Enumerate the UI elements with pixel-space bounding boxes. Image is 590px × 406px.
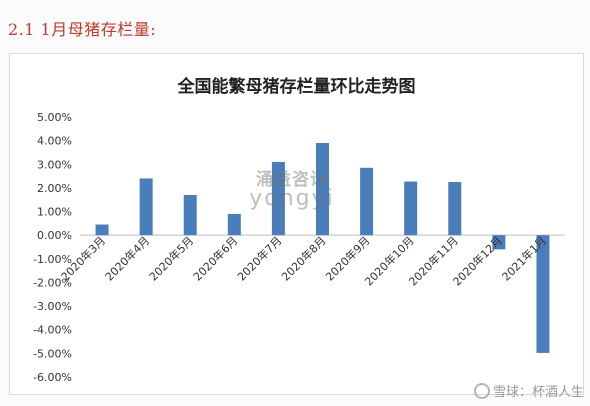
- bar: [404, 181, 418, 236]
- x-tick-label: 2020年4月: [102, 233, 152, 283]
- bar-chart: 5.00% 4.00% 3.00% 2.00% 1.00% 0.00% -1.00% -2.0…: [33, 111, 565, 384]
- bar: [227, 213, 241, 236]
- x-tick-label: 2020年8月: [278, 233, 328, 283]
- chart-title: 全国能繁母猪存栏量环比走势图: [177, 77, 416, 97]
- bar: [95, 224, 109, 236]
- y-tick-label: 2.00%: [37, 182, 72, 195]
- y-tick-label: -1.00%: [33, 253, 72, 266]
- y-tick-label: -5.00%: [33, 347, 72, 360]
- y-tick-label: 3.00%: [37, 158, 72, 171]
- bar: [492, 235, 506, 250]
- bar: [183, 195, 197, 236]
- x-tick-label: 2020年7月: [234, 233, 284, 283]
- bar: [536, 235, 550, 353]
- y-tick-label: -3.00%: [33, 300, 72, 313]
- bar: [271, 161, 285, 236]
- bar: [316, 143, 329, 236]
- y-tick-label: 4.00%: [37, 135, 72, 148]
- y-tick-label: 0.00%: [37, 229, 72, 242]
- section-heading: 2.1 1月母猪存栏量:: [8, 20, 157, 39]
- bar: [139, 178, 153, 236]
- y-tick-label: -4.00%: [33, 324, 72, 337]
- bar: [448, 182, 462, 236]
- x-tick-label: 2020年5月: [146, 233, 196, 283]
- y-tick-label: -2.00%: [33, 276, 72, 289]
- y-tick-label: 1.00%: [37, 206, 72, 219]
- source-watermark: 雪球：杯酒人生: [473, 381, 584, 400]
- y-tick-label: -6.00%: [33, 371, 72, 384]
- y-tick-label: 5.00%: [37, 111, 72, 124]
- snowball-icon: [473, 382, 490, 399]
- bar: [360, 167, 374, 236]
- x-tick-label: 2020年6月: [190, 233, 240, 283]
- source-text: 雪球：杯酒人生: [492, 385, 584, 400]
- chart-frame: 全国能繁母猪存栏量环比走势图 5.00% 4.00% 3.00% 2.00% 1.00%…: [9, 53, 584, 395]
